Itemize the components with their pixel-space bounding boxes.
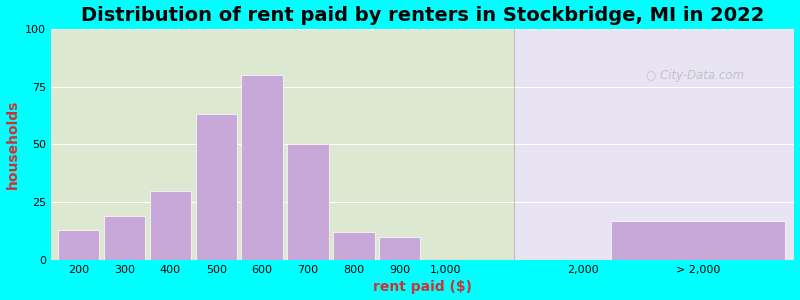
Bar	[195, 114, 237, 260]
Bar	[514, 29, 794, 260]
Title: Distribution of rent paid by renters in Stockbridge, MI in 2022: Distribution of rent paid by renters in …	[81, 6, 764, 25]
Bar	[150, 191, 191, 260]
Bar	[51, 29, 514, 260]
Text: ○ City-Data.com: ○ City-Data.com	[646, 69, 744, 82]
Bar	[58, 230, 99, 260]
Bar	[242, 75, 282, 260]
Y-axis label: households: households	[6, 100, 19, 189]
X-axis label: rent paid ($): rent paid ($)	[374, 280, 472, 294]
Bar	[379, 237, 421, 260]
Bar	[287, 145, 329, 260]
Bar	[104, 216, 145, 260]
Bar	[334, 232, 374, 260]
Bar	[611, 221, 786, 260]
